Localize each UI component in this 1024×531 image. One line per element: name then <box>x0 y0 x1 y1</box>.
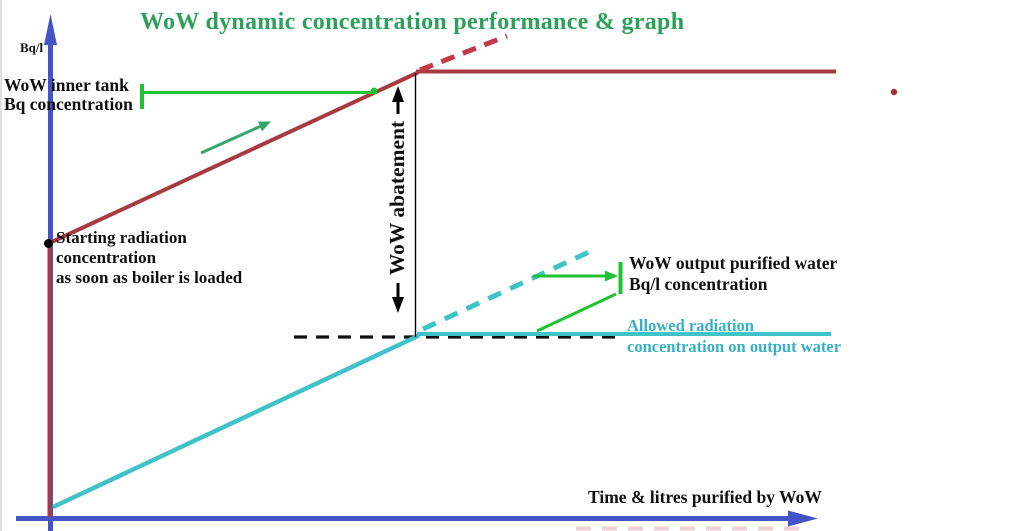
output-water-label: WoW output purified water Bq/l concentra… <box>629 253 837 295</box>
output-label-line2: Bq/l concentration <box>629 274 768 294</box>
left-border <box>0 0 2 531</box>
output-label-line1: WoW output purified water <box>629 253 838 273</box>
y-axis-label: Bq/l <box>20 40 44 55</box>
allowed-radiation-label: Allowed radiation concentration on outpu… <box>627 315 841 357</box>
abatement-arrow-up-icon <box>392 86 404 102</box>
trend-arrow-shaft <box>200 125 261 155</box>
inner-tank-label-line2: Bq concentration <box>4 94 133 114</box>
abatement-label: WoW abatement <box>385 120 409 276</box>
inner-tank-label-line1: WoW inner tank <box>4 75 129 95</box>
allowed-label-line2: concentration on output water <box>627 337 842 356</box>
output-line-rising <box>52 333 420 510</box>
output-line-dashed-projection <box>421 249 591 332</box>
starting-label-line1: Starting radiation <box>56 228 187 247</box>
y-axis-arrow-icon <box>44 14 57 45</box>
abatement-arrow-down-icon <box>392 297 404 313</box>
inner-tank-bracket-tick <box>370 87 378 95</box>
chart-title: WoW dynamic concentration performance & … <box>140 9 685 35</box>
stray-red-dot <box>890 88 898 96</box>
output-bracket-arrow-icon <box>605 270 618 282</box>
tank-line-rising <box>48 70 419 245</box>
allowed-label-line1: Allowed radiation <box>627 316 754 335</box>
x-axis-label: Time & litres purified by WoW <box>588 487 822 507</box>
x-axis-arrow-icon <box>788 510 818 527</box>
starting-concentration-dot <box>44 239 53 248</box>
starting-label-line3: as soon as boiler is loaded <box>56 268 243 287</box>
output-bracket-diagonal <box>536 292 617 333</box>
inner-tank-label: WoW inner tank Bq concentration <box>4 76 133 114</box>
trend-arrow-icon <box>258 121 271 132</box>
tank-line-dashed-projection <box>419 33 508 73</box>
starting-label-line2: concentration <box>56 248 157 267</box>
starting-concentration-label: Starting radiation concentration as soon… <box>56 228 242 288</box>
